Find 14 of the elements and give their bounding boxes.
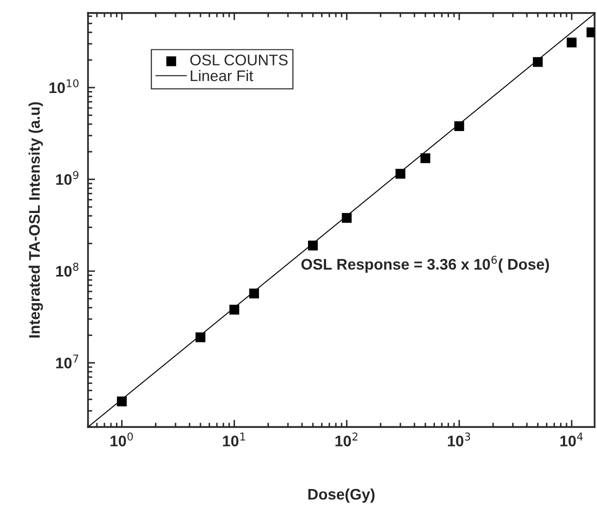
y-axis-title: Integrated TA-OSL Intensity (a.u): [28, 102, 43, 338]
y-tick-label: 10$^{10}$: [49, 79, 79, 94]
y-tick-label: 10$^{8}$: [56, 262, 78, 277]
x-tick-label: 10$^{2}$: [335, 432, 358, 446]
x-tick-label: 10$^{1}$: [223, 432, 246, 446]
x-axis-title: Dose(Gy): [308, 488, 375, 503]
x-tick-label: 10$^{4}$: [560, 432, 583, 446]
x-tick-label: 10$^{3}$: [448, 432, 470, 446]
legend-label: Linear Fit: [190, 70, 254, 82]
legend-label: OSL COUNTS: [190, 54, 288, 66]
y-tick-label: 10$^{7}$: [56, 354, 78, 368]
annotation: OSL Response = 3.36 x 10$^{6}$( Dose): [301, 256, 549, 273]
x-tick-label: 10$^{0}$: [110, 432, 133, 446]
y-tick-label: 10$^{9}$: [56, 170, 78, 185]
